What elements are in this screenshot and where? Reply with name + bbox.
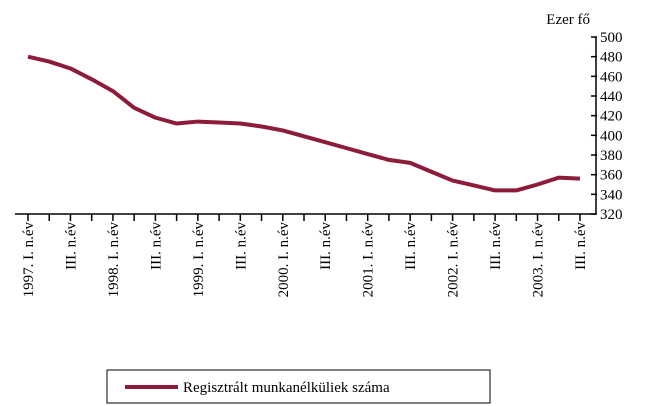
y-tick-label: 460 <box>600 69 623 85</box>
data-line <box>27 54 581 193</box>
x-tick-label: III. n.év <box>233 222 249 270</box>
y-tick-label: 360 <box>600 168 623 184</box>
y-tick-label: 380 <box>600 148 623 164</box>
x-tick-label: 2002. I. n.év <box>446 222 462 298</box>
x-tick-label: III. n.év <box>318 222 334 270</box>
x-tick-label: 1999. I. n.év <box>191 222 207 298</box>
y-tick-label: 340 <box>600 187 623 203</box>
y-tick-label: 500 <box>600 30 623 46</box>
x-tick-label: III. n.év <box>573 222 589 270</box>
y-tick-label: 480 <box>600 50 623 66</box>
x-tick-label: III. n.év <box>148 222 164 270</box>
x-tick-label: 2001. I. n.év <box>361 222 377 298</box>
x-tick-label: 1997. I. n.év <box>21 222 37 298</box>
x-tick-label: 1998. I. n.év <box>106 222 122 298</box>
x-tick-label: III. n.év <box>488 222 504 270</box>
y-tick-label: 400 <box>600 128 623 144</box>
y-axis-label: Ezer fő <box>546 12 590 28</box>
x-tick-label: 2000. I. n.év <box>276 222 292 298</box>
x-tick-label: 2003. I. n.év <box>531 222 547 298</box>
x-tick-label: III. n.év <box>403 222 419 270</box>
y-tick-label: 440 <box>600 89 623 105</box>
legend-label: Regisztrált munkanélküliek száma <box>183 380 390 396</box>
y-tick-label: 420 <box>600 109 623 125</box>
y-tick-label: 320 <box>600 207 623 223</box>
x-tick-label: III. n.év <box>63 222 79 270</box>
